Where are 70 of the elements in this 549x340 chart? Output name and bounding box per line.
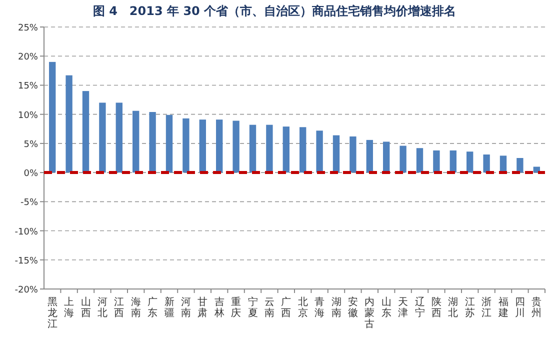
x-tick-label: 贵州 bbox=[532, 296, 542, 319]
x-tick-label: 云南 bbox=[264, 297, 274, 319]
x-tick-label: 山西 bbox=[80, 296, 91, 319]
x-tick-label: 新疆 bbox=[164, 296, 174, 319]
x-tick-label: 江苏 bbox=[464, 296, 475, 319]
x-tick-label: 广西 bbox=[281, 296, 292, 319]
x-tick-label: 广东 bbox=[148, 296, 158, 319]
x-tick-label: 青海 bbox=[314, 296, 325, 319]
x-tick-label: 天津 bbox=[398, 297, 408, 319]
x-tick-label: 四川 bbox=[514, 297, 525, 319]
x-tick-label: 福建 bbox=[497, 296, 508, 319]
x-tick-label: 北京 bbox=[298, 296, 308, 319]
bar bbox=[149, 112, 156, 173]
bar bbox=[383, 142, 390, 173]
bar bbox=[199, 120, 206, 173]
bar bbox=[466, 152, 474, 173]
y-tick-label: 10% bbox=[18, 110, 38, 121]
bar bbox=[116, 102, 122, 173]
y-tick-label: 5% bbox=[24, 140, 38, 150]
x-tick-label: 内蒙古 bbox=[364, 296, 375, 330]
x-tick-label: 陕西 bbox=[431, 296, 442, 319]
bar bbox=[182, 118, 190, 173]
bar bbox=[400, 146, 406, 173]
x-tick-label: 甘肃 bbox=[198, 296, 208, 319]
y-tick-label: -5% bbox=[20, 198, 38, 208]
bar bbox=[49, 62, 56, 173]
bar bbox=[66, 75, 72, 173]
x-tick-label: 黑龙江 bbox=[47, 297, 58, 330]
bar bbox=[433, 150, 440, 173]
bar bbox=[332, 135, 340, 173]
bar bbox=[533, 166, 540, 173]
bar bbox=[216, 120, 223, 173]
x-tick-label: 安徽 bbox=[348, 296, 358, 319]
bar bbox=[282, 126, 290, 173]
x-tick-label: 山东 bbox=[381, 296, 392, 319]
bar bbox=[82, 91, 90, 173]
x-tick-label: 重庆 bbox=[231, 296, 242, 319]
y-tick-label: -20% bbox=[14, 286, 38, 296]
bar bbox=[450, 150, 456, 173]
y-tick-label: 15% bbox=[18, 82, 38, 92]
x-tick-label: 浙江 bbox=[482, 296, 492, 319]
bar bbox=[232, 120, 240, 173]
x-tick-label: 湖南 bbox=[331, 296, 342, 319]
x-tick-label: 江西 bbox=[114, 296, 124, 319]
bar bbox=[316, 130, 323, 173]
bar bbox=[366, 140, 373, 173]
x-tick-label: 河北 bbox=[97, 296, 108, 319]
y-tick-label: -15% bbox=[14, 256, 38, 266]
bar bbox=[99, 102, 106, 173]
x-tick-label: 湖北 bbox=[448, 296, 458, 319]
x-tick-label: 海南 bbox=[130, 296, 141, 319]
bar bbox=[516, 158, 524, 173]
x-tick-label: 宁夏 bbox=[248, 296, 258, 319]
y-tick-label: 25% bbox=[18, 24, 38, 34]
bar bbox=[266, 124, 273, 173]
y-tick-label: -10% bbox=[14, 227, 38, 238]
x-tick-label: 河南 bbox=[180, 296, 191, 319]
bar bbox=[249, 124, 256, 173]
x-tick-label: 上海 bbox=[64, 296, 74, 319]
y-tick-label: 20% bbox=[18, 52, 38, 63]
x-tick-label: 吉林 bbox=[213, 296, 224, 319]
x-tick-label: 辽宁 bbox=[414, 296, 425, 319]
chart-title: 图 4 2013 年 30 个省（市、自治区）商品住宅销售均价增速排名 bbox=[92, 4, 456, 18]
bar bbox=[300, 127, 306, 173]
bar bbox=[350, 136, 356, 173]
bar bbox=[132, 110, 140, 173]
bar bbox=[166, 114, 173, 173]
y-tick-label: 0% bbox=[24, 169, 38, 180]
bar bbox=[416, 148, 424, 173]
bar bbox=[483, 154, 490, 173]
